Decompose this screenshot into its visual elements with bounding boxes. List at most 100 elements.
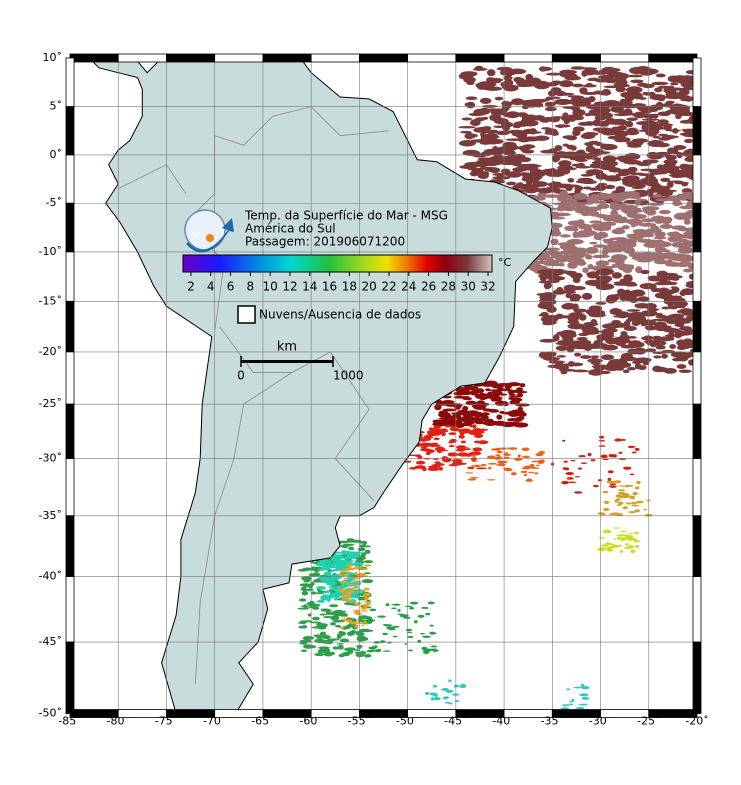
sst-patch [503,453,512,456]
sst-patch [549,168,557,173]
sst-patch [607,546,617,549]
sst-patch [484,133,499,139]
sst-patch [681,107,691,115]
sst-patch [613,214,623,221]
sst-patch [544,132,559,135]
sst-patch [503,452,509,454]
sst-patch [580,339,592,345]
sst-patch [496,414,503,420]
sst-patch [353,602,362,606]
sst-patch [297,568,309,572]
sst-patch [521,447,530,451]
sst-patch [657,123,674,127]
sst-patch [613,246,623,253]
sst-patch [549,259,559,267]
sst-patch [338,573,342,577]
sst-patch [350,621,358,625]
sst-patch [350,587,355,592]
colorbar-tick-label: 2 [187,280,195,294]
sst-patch [636,480,641,484]
sst-patch [500,68,518,76]
sst-patch [364,597,369,601]
sst-patch [595,260,610,267]
sst-patch [345,600,354,603]
sst-patch [361,629,374,632]
sst-patch [590,318,598,327]
sst-patch [459,431,465,436]
scale-bar [241,360,333,363]
sst-patch [556,207,565,212]
sst-patch [518,411,527,417]
pass: Passagem: 201906071200 [245,235,405,249]
sst-patch [322,594,327,597]
sst-patch [337,644,344,650]
sst-patch [397,608,401,612]
sst-patch [474,433,484,438]
sst-patch [677,238,690,243]
sst-patch [399,614,409,618]
sst-patch [521,455,531,459]
sst-patch [655,345,666,350]
sst-patch [504,468,513,472]
sst-patch [574,491,583,494]
sst-patch [616,367,625,371]
sst-patch [441,431,446,437]
lat-tick-label: 0˚ [50,148,63,161]
sst-patch [465,446,469,450]
frame-segment [117,53,167,63]
sst-patch [609,483,617,486]
sst-patch [500,447,507,450]
sst-patch [618,489,626,492]
sst-patch [382,632,389,636]
sst-patch [544,101,556,107]
sst-patch [613,527,621,529]
sst-patch [302,636,315,640]
sst-patch [613,480,622,484]
sst-patch [651,81,669,86]
sst-patch [494,96,504,101]
sst-patch [355,566,362,569]
sst-patch [542,356,561,361]
sst-patch [478,107,491,115]
sst-patch [670,82,679,86]
colorbar-tick-label: 10 [263,280,278,294]
sst-patch [602,155,617,163]
sst-patch [352,583,360,587]
sst-patch [392,625,400,628]
frame-segment [65,57,75,108]
sst-patch [462,396,470,400]
sst-patch [629,473,635,476]
sst-patch [511,159,522,167]
sst-patch [501,411,512,415]
sst-patch [556,92,575,96]
sst-patch [634,509,640,513]
sst-patch [443,696,450,699]
sst-patch [655,233,664,239]
sst-patch [427,467,440,472]
sst-patch [525,179,533,185]
sst-patch [645,181,659,187]
sst-patch [641,218,656,223]
sst-patch [680,164,692,172]
frame-segment [692,251,702,302]
sst-patch [641,234,650,237]
sst-patch [678,261,693,266]
sst-patch [538,280,553,284]
sst-patch [662,316,674,323]
sst-patch [615,494,622,498]
sst-patch [481,104,499,108]
sst-patch [539,294,548,300]
frame-segment [65,458,75,517]
sst-patch [657,85,671,89]
sst-patch [570,66,586,70]
sst-patch [588,344,607,349]
sst-patch [528,99,545,102]
sst-patch [350,632,356,635]
sst-patch [611,196,626,202]
sst-patch [325,580,337,586]
sst-patch [629,532,634,535]
lat-tick-label: -20˚ [39,345,62,358]
sst-patch [623,274,633,281]
sst-patch [585,254,593,260]
sst-patch [611,228,626,235]
